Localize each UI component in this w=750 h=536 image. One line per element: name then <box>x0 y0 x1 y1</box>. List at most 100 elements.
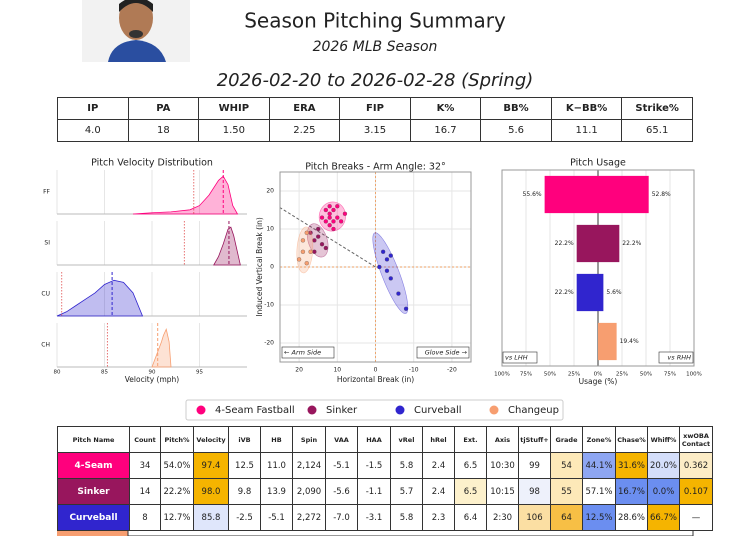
x-tick-label: 0% <box>594 372 603 378</box>
table-cell: 12.5% <box>582 504 616 531</box>
pitch-point <box>319 242 325 247</box>
legend-label: 4-Seam Fastball <box>215 405 295 416</box>
table-cell: 54.0% <box>160 452 194 479</box>
y-tick-label: 0 <box>270 264 274 271</box>
table-cell: 13.9 <box>260 478 293 505</box>
legend-marker <box>395 405 405 415</box>
x-tick-label: 50% <box>640 372 652 378</box>
column-header: Pitch% <box>160 426 194 453</box>
x-tick-label: 0 <box>374 367 378 374</box>
table-cell: 6.5 <box>454 478 487 505</box>
table-cell: 20.0% <box>647 452 680 479</box>
summary-value: 11.1 <box>550 119 623 142</box>
usage-bar <box>576 224 598 263</box>
table-cell: 12.5 <box>228 452 261 479</box>
table-cell: 0.107 <box>679 478 713 505</box>
annotation-box <box>281 346 335 359</box>
table-cell: 31.6% <box>615 452 648 479</box>
arm-angle-line <box>280 207 376 268</box>
column-header: Axis <box>486 426 519 453</box>
y-axis-label: Induced Vertical Break (in) <box>255 217 264 317</box>
summary-value: 16.7 <box>409 119 482 142</box>
x-axis-label: Usage (%) <box>579 377 618 386</box>
pitch-point <box>323 219 328 224</box>
table-cell: 98.0 <box>193 478 229 505</box>
pitch-point <box>335 204 340 209</box>
pitch-table: Pitch Name Count Pitch% Velocity iVB HB Spin VA… <box>57 426 713 531</box>
value-label: 19.4% <box>620 338 639 345</box>
x-tick-label: 75% <box>664 372 676 378</box>
x-axis-label: Velocity (mph) <box>125 375 180 384</box>
value-label: 22.2% <box>555 289 574 296</box>
usage-bar <box>598 322 617 361</box>
pitch-name: Curveball <box>57 504 130 531</box>
pitch-point <box>380 249 386 254</box>
table-cell: 6.5 <box>454 452 487 479</box>
table-cell: -7.0 <box>325 504 358 531</box>
x-axis-label: Horizontal Break (in) <box>337 375 414 384</box>
value-label: 55.6% <box>523 191 542 198</box>
summary-header: FIP <box>339 97 411 120</box>
chart-title: Pitch Velocity Distribution <box>91 158 213 169</box>
pitch-point <box>388 276 393 281</box>
summary-value: 5.6 <box>480 119 552 142</box>
subtitle: 2026 MLB Season <box>313 39 438 55</box>
pitch-point <box>335 215 340 220</box>
pitch-point <box>316 234 321 239</box>
summary-table: IP PA WHIP ERA FIP K% BB% K−BB% Strike% 4.0 18 1.50… <box>57 97 693 142</box>
table-cell: 11.0 <box>260 452 293 479</box>
date-range: 2026-02-20 to 2026-02-28 (Spring) <box>217 70 534 91</box>
pitch-point <box>377 264 382 270</box>
column-header: VAA <box>325 426 358 453</box>
pitch-point <box>319 215 325 220</box>
table-cell: 10:30 <box>486 452 519 479</box>
table-cell: 9.8 <box>228 478 261 505</box>
pitch-name: Sinker <box>57 478 130 505</box>
table-cell: 5.7 <box>390 478 423 505</box>
summary-header: IP <box>57 97 129 120</box>
value-label: 22.2% <box>622 240 641 247</box>
summary-header: Strike% <box>621 97 693 120</box>
title: Season Pitching Summary <box>244 9 506 33</box>
pitch-point <box>327 223 332 228</box>
value-label: 22.2% <box>555 240 574 247</box>
summary-header: WHIP <box>198 97 270 120</box>
pitch-point <box>342 211 348 216</box>
table-cell: 0.0% <box>647 478 680 505</box>
x-tick-label: 100% <box>686 372 702 378</box>
pitch-point <box>403 306 409 311</box>
value-label: 5.6% <box>606 289 622 296</box>
pitch-point <box>304 261 309 266</box>
column-header: HAA <box>357 426 391 453</box>
pitch-point <box>327 215 332 220</box>
table-cell: 10:15 <box>486 478 519 505</box>
pitch-name: 4-Seam <box>57 452 130 479</box>
table-cell: 12.7% <box>160 504 194 531</box>
table-cell: 6.4 <box>454 504 487 531</box>
table-cell: 2,090 <box>292 478 326 505</box>
column-header: Velocity <box>193 426 229 453</box>
usage-bar <box>598 273 604 312</box>
pitch-point <box>323 245 328 251</box>
panel-label: SI <box>44 240 50 247</box>
pitch-point <box>384 257 390 262</box>
table-cell: -1.1 <box>357 478 391 505</box>
confidence-ellipse <box>372 232 409 314</box>
side-box <box>502 351 538 364</box>
x-tick-label: 90 <box>149 370 156 376</box>
table-cell: 16.7% <box>615 478 648 505</box>
table-cell: 2.4 <box>422 478 455 505</box>
panel-label: FF <box>43 189 50 196</box>
usage-bar <box>576 273 598 312</box>
pitch-point <box>323 207 328 213</box>
pitch-point <box>331 219 336 224</box>
x-tick-label: 75% <box>520 372 532 378</box>
column-header: Ext. <box>454 426 487 453</box>
density-area <box>56 279 144 317</box>
column-header: Grade <box>550 426 583 453</box>
table-cell: 14 <box>129 478 161 505</box>
table-cell: 99 <box>518 452 551 479</box>
annotation: ← Arm Side <box>284 349 321 357</box>
x-tick-label: -20 <box>447 367 457 374</box>
